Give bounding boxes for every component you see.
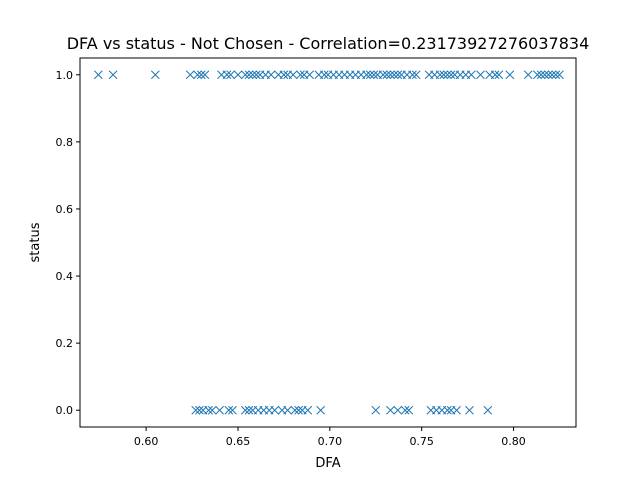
data-point-x-marker — [365, 70, 375, 80]
data-point-x-marker — [270, 405, 280, 415]
x-tick-label: 0.70 — [318, 435, 343, 448]
x-tick-label: 0.80 — [501, 435, 526, 448]
data-point-x-marker — [490, 70, 500, 80]
data-point-x-marker — [408, 70, 417, 80]
data-points — [94, 70, 564, 415]
data-point-x-marker — [150, 70, 160, 80]
data-point-x-marker — [215, 405, 224, 415]
data-point-x-marker — [439, 70, 449, 80]
data-point-x-marker — [494, 70, 504, 80]
y-tick-label: 1.0 — [56, 69, 74, 82]
data-point-x-marker — [191, 405, 201, 415]
data-point-x-marker — [386, 70, 395, 80]
y-tick-label: 0.0 — [56, 404, 74, 417]
x-tick-label: 0.75 — [409, 435, 434, 448]
data-point-x-marker — [443, 405, 452, 415]
data-point-x-marker — [389, 70, 399, 80]
data-point-x-marker — [371, 405, 381, 415]
data-point-x-marker — [240, 405, 250, 415]
data-point-x-marker — [283, 405, 292, 415]
data-point-x-marker — [404, 405, 414, 415]
data-point-x-marker — [393, 405, 403, 415]
data-point-x-marker — [266, 70, 276, 80]
data-point-x-marker — [195, 405, 204, 415]
data-point-x-marker — [544, 70, 553, 80]
data-point-x-marker — [452, 405, 461, 415]
x-axis-label: DFA — [315, 456, 340, 471]
data-point-x-marker — [523, 70, 533, 80]
y-tick-label: 0.2 — [56, 337, 74, 350]
data-point-x-marker — [294, 405, 303, 415]
y-tick-label: 0.8 — [56, 136, 74, 149]
data-point-x-marker — [204, 405, 213, 415]
data-point-x-marker — [466, 70, 476, 80]
data-point-x-marker — [200, 70, 210, 80]
data-point-x-marker — [435, 70, 445, 80]
data-point-x-marker — [303, 405, 313, 415]
data-point-x-marker — [94, 70, 103, 80]
y-tick-label: 0.4 — [56, 270, 74, 283]
data-point-x-marker — [226, 70, 235, 80]
data-point-x-marker — [536, 70, 546, 80]
data-point-x-marker — [305, 70, 314, 80]
data-point-x-marker — [244, 70, 254, 80]
data-point-x-marker — [505, 70, 515, 80]
data-point-x-marker — [240, 70, 250, 80]
data-point-x-marker — [233, 70, 243, 80]
data-point-x-marker — [443, 70, 452, 80]
data-point-x-marker — [369, 70, 379, 80]
y-tick-label: 0.6 — [56, 203, 74, 216]
data-point-x-marker — [279, 70, 289, 80]
data-point-x-marker — [362, 70, 371, 80]
data-point-x-marker — [319, 70, 329, 80]
data-point-x-marker — [108, 70, 118, 80]
data-point-x-marker — [224, 405, 234, 415]
data-point-x-marker — [288, 70, 298, 80]
axes-frame — [79, 57, 577, 428]
data-point-x-marker — [386, 405, 395, 415]
data-point-x-marker — [296, 70, 305, 80]
data-point-x-marker — [540, 70, 550, 80]
data-point-x-marker — [222, 70, 232, 80]
x-tick-label: 0.60 — [134, 435, 159, 448]
data-point-x-marker — [248, 70, 258, 80]
data-point-x-marker — [465, 405, 474, 415]
x-tick-label: 0.65 — [226, 435, 251, 448]
data-point-x-marker — [547, 70, 557, 80]
data-point-x-marker — [244, 405, 254, 415]
data-point-x-marker — [193, 70, 202, 80]
data-point-x-marker — [555, 70, 564, 80]
data-point-x-marker — [378, 70, 388, 80]
data-point-x-marker — [533, 70, 542, 80]
data-point-x-marker — [228, 405, 237, 415]
data-point-x-marker — [185, 70, 195, 80]
y-axis-label: status — [28, 222, 43, 262]
plot-area — [79, 57, 577, 428]
data-point-x-marker — [400, 405, 410, 415]
data-point-x-marker — [316, 405, 326, 415]
data-point-x-marker — [290, 405, 300, 415]
data-point-x-marker — [446, 70, 456, 80]
data-point-x-marker — [411, 70, 421, 80]
data-point-x-marker — [196, 70, 206, 80]
data-point-x-marker — [476, 70, 485, 80]
data-point-x-marker — [207, 405, 217, 415]
data-point-x-marker — [252, 70, 261, 80]
data-point-x-marker — [483, 405, 493, 415]
data-point-x-marker — [382, 70, 392, 80]
chart-title: DFA vs status - Not Chosen - Correlation… — [67, 34, 590, 53]
data-point-x-marker — [551, 70, 561, 80]
x-axis: 0.60 0.65 0.70 0.75 0.80 — [134, 427, 526, 448]
data-point-x-marker — [393, 70, 403, 80]
y-axis: 0.0 0.2 0.4 0.6 0.8 1.0 — [56, 69, 80, 417]
